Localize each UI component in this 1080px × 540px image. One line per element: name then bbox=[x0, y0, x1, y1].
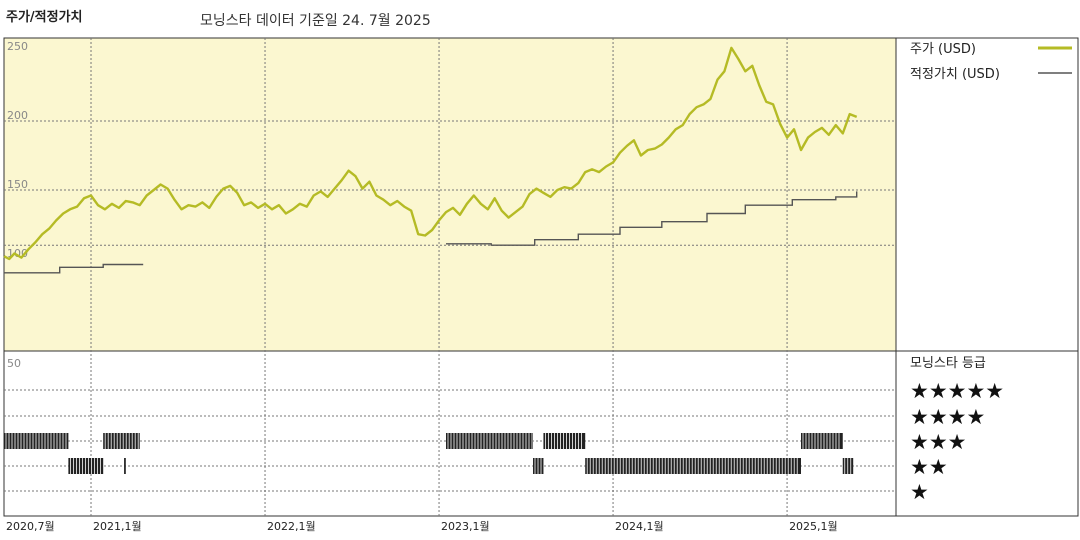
data-date-caption: 모닝스타 데이터 기준일 24. 7월 2025 bbox=[200, 13, 431, 29]
x-tick-label: 2025,1월 bbox=[789, 520, 838, 533]
rating-bar bbox=[533, 458, 544, 474]
x-tick-label: 2023,1월 bbox=[441, 520, 490, 533]
chart-title: 주가/적정가치 bbox=[6, 10, 83, 25]
rating-bar-fill bbox=[543, 433, 586, 449]
rating-bar bbox=[585, 458, 801, 474]
chart-frame bbox=[3, 37, 1079, 517]
x-tick-label: 2022,1월 bbox=[267, 520, 316, 533]
y-tick-label: 150 bbox=[7, 178, 28, 191]
x-tick-label: 2021,1월 bbox=[93, 520, 142, 533]
rating-title: 모닝스타 등급 bbox=[910, 356, 986, 371]
rating-bar bbox=[103, 433, 140, 449]
rating-level-label: ★★★★★ bbox=[910, 379, 1004, 403]
rating-bar bbox=[446, 433, 534, 449]
price-panel-bg bbox=[4, 38, 896, 351]
rating-level-label: ★★ bbox=[910, 455, 948, 479]
rating-top-label: 50 bbox=[7, 357, 21, 370]
rating-bar bbox=[842, 458, 854, 474]
y-tick-label: 200 bbox=[7, 109, 28, 122]
rating-bar-fill bbox=[124, 458, 126, 474]
rating-bar bbox=[124, 458, 126, 474]
fair-value-line bbox=[4, 263, 144, 274]
rating-bar-fill bbox=[103, 433, 140, 449]
rating-bar bbox=[4, 433, 69, 449]
rating-level-label: ★ bbox=[910, 480, 929, 504]
legend-fairvalue-label: 적정가치 (USD) bbox=[910, 67, 1000, 82]
rating-bar bbox=[543, 433, 586, 449]
fair-value-line bbox=[446, 191, 858, 246]
rating-bar-fill bbox=[800, 433, 843, 449]
y-tick-label: 250 bbox=[7, 40, 28, 53]
x-tick-label: 2020,7월 bbox=[6, 520, 55, 533]
rating-level-label: ★★★★ bbox=[910, 405, 985, 429]
rating-bar bbox=[68, 458, 104, 474]
rating-bar-fill bbox=[585, 458, 801, 474]
x-tick-label: 2024,1월 bbox=[615, 520, 664, 533]
price-line bbox=[3, 46, 858, 261]
rating-level-label: ★★★ bbox=[910, 430, 966, 454]
legend-price-label: 주가 (USD) bbox=[910, 42, 976, 57]
rating-bar bbox=[800, 433, 843, 449]
